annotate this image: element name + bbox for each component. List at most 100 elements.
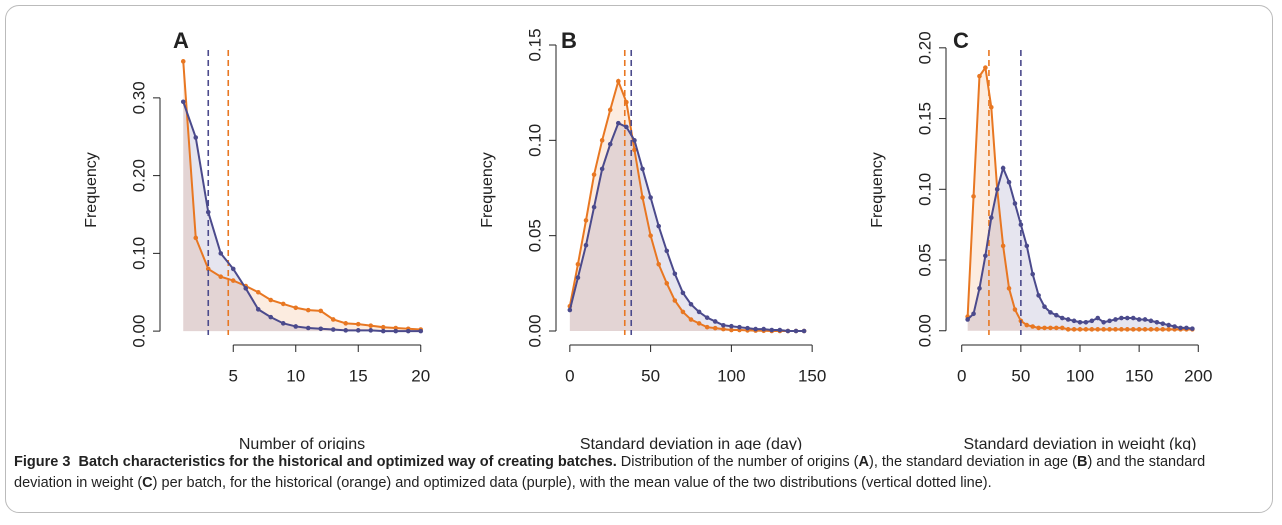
point [632,138,637,143]
point [368,328,374,333]
point [293,324,299,329]
point [680,309,686,315]
charts: 5 10 15 20 0.00 0.10 0.20 0.30 Frequency Number o… [83,28,1212,450]
point [1006,286,1012,291]
y-axis-label: Frequency [869,152,886,228]
point [640,195,645,200]
point [696,309,702,315]
point [205,266,211,272]
point [656,223,661,229]
point [712,319,718,324]
point [330,327,336,332]
point [983,253,988,259]
point [1006,179,1012,185]
point [218,251,224,256]
point [777,327,783,333]
point [1065,317,1071,322]
point [672,271,678,277]
point [745,325,750,331]
point [293,305,299,311]
point [1089,327,1095,332]
point [737,324,742,330]
point [599,138,605,143]
point [696,321,702,326]
point [1095,315,1101,321]
point [753,326,758,332]
caption-segment: B [1076,454,1088,470]
point [1095,327,1101,332]
point [988,104,994,110]
point [1136,327,1142,332]
point [769,327,775,333]
point [977,286,982,291]
caption-segment: C [142,475,153,491]
area [569,81,805,331]
point [180,99,186,105]
point [575,275,581,280]
point [1024,322,1030,328]
point [1000,243,1006,249]
point [591,204,597,210]
area [183,61,421,332]
point [1083,327,1089,332]
figure-frame [5,5,1273,513]
x-tick-label: 200 [1184,366,1212,385]
point [1012,201,1018,206]
caption-segment: ) per batch, for the historical (orange)… [152,475,992,491]
point [607,141,613,147]
point [1083,319,1089,325]
point [721,322,726,328]
point [1166,322,1172,328]
point [1042,304,1047,310]
point [1036,325,1041,331]
point [632,147,637,153]
panel-label: A [173,28,189,53]
point [1042,325,1047,331]
point [648,233,653,238]
point [729,327,734,333]
point [1125,315,1130,321]
point [1125,327,1130,332]
point [971,194,976,199]
point [1184,325,1189,331]
point [971,311,976,317]
caption-segment: Distribution of the number of origins ( [620,454,859,470]
point [712,325,718,331]
point [330,317,336,322]
x-tick-label: 100 [717,366,745,385]
y-tick-label: 0.10 [915,173,934,206]
point [1154,327,1160,332]
point [575,261,581,267]
point [1059,315,1065,321]
y-axis-label: Frequency [83,152,100,228]
point [305,307,311,313]
y-tick-label: 0.05 [915,243,934,276]
point [268,297,274,303]
y-tick-label: 0.30 [129,81,148,114]
point [380,328,386,334]
point [1024,243,1030,249]
point [343,328,349,333]
caption-segment: A [858,454,869,470]
caption-segment: ), the standard deviation in age ( [869,454,1077,470]
point [393,328,399,334]
point [688,317,694,322]
point [1172,324,1177,329]
y-tick-label: 0.20 [129,159,148,192]
x-tick-label: 150 [1125,366,1153,385]
point [230,278,236,283]
point [1048,325,1053,331]
caption-segment: ) and the standard deviation in weight ( [14,454,1206,491]
point [1089,318,1095,324]
x-tick-label: 20 [411,366,430,385]
point [1012,307,1018,312]
point [355,321,361,327]
y-tick-label: 0.00 [915,314,934,347]
area [183,101,421,332]
y-tick-label: 0.05 [525,219,544,252]
x-tick-label: 100 [1066,366,1094,385]
point [1148,327,1154,332]
x-axis-label: Number of origins [239,436,365,450]
x-tick-label: 0 [957,366,966,385]
